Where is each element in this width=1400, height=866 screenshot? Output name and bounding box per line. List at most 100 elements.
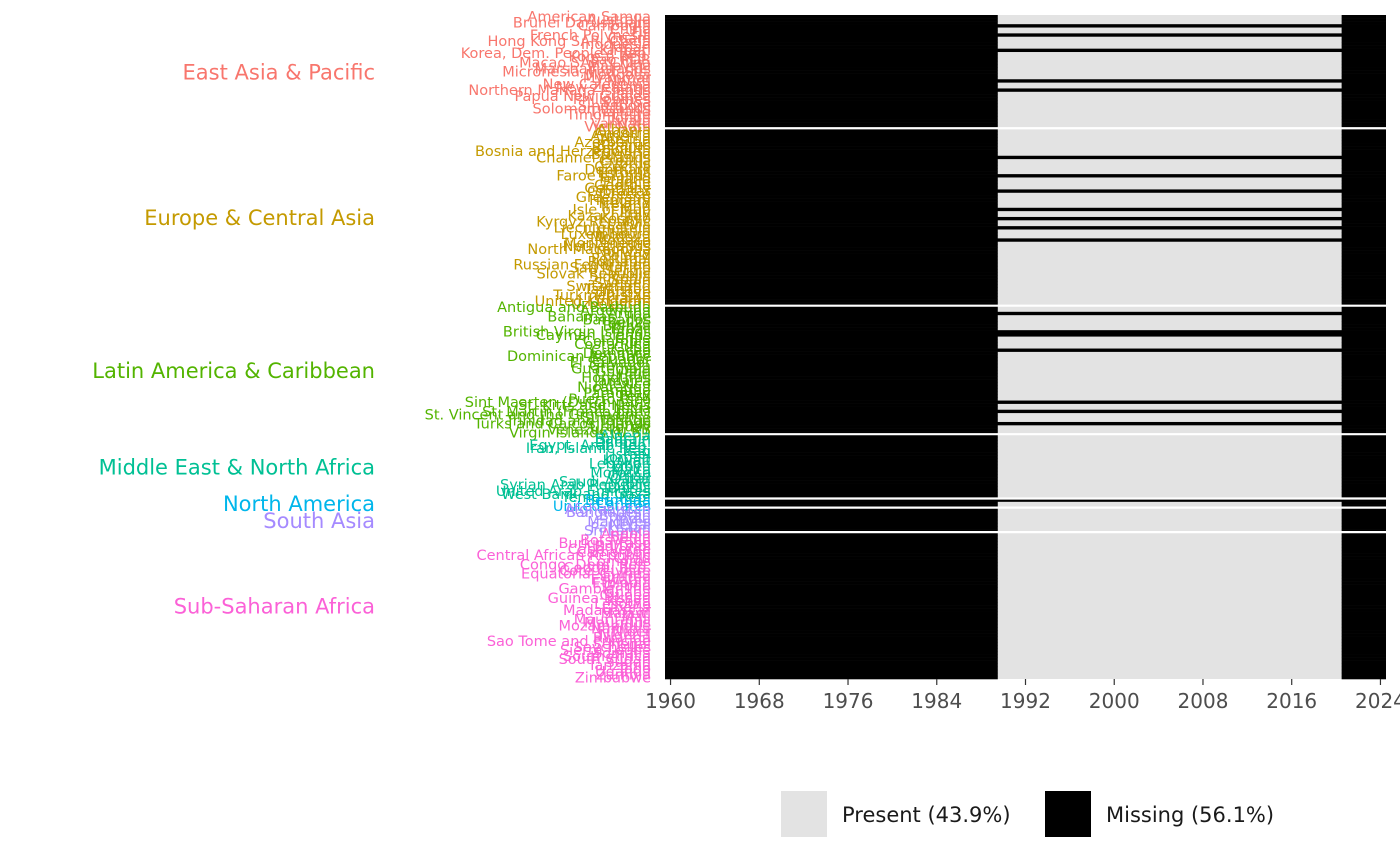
country-label-west-bank-and-gaza: West Bank and Gaza bbox=[501, 487, 651, 503]
missing-cell-georgia bbox=[665, 183, 998, 187]
country-label-zimbabwe: Zimbabwe bbox=[575, 670, 651, 686]
missing-cell-north-macedonia bbox=[1341, 247, 1386, 251]
missing-cell-sint-maarten-dutch-part bbox=[665, 400, 1386, 404]
missing-cell-romania bbox=[665, 259, 998, 264]
missing-cell-el-salvador bbox=[665, 360, 998, 365]
missing-cell-indonesia bbox=[665, 42, 998, 46]
missing-cell-argentina bbox=[665, 308, 998, 313]
country-label-gibraltar: Gibraltar bbox=[587, 184, 651, 200]
country-label-oman: Oman bbox=[607, 469, 651, 485]
missing-cell-belgium bbox=[1341, 146, 1386, 150]
missing-cell-kiribati bbox=[665, 48, 1386, 53]
country-label-croatia: Croatia bbox=[599, 153, 651, 169]
missing-cell-comoros bbox=[1341, 559, 1386, 564]
missing-cell-angola bbox=[1341, 532, 1386, 536]
country-label-benin: Benin bbox=[610, 530, 651, 546]
missing-cell-gibraltar bbox=[665, 189, 1386, 193]
missing-cell-colombia bbox=[665, 339, 998, 343]
country-label-japan: Japan bbox=[610, 40, 651, 56]
country-label-mongolia: Mongolia bbox=[585, 68, 651, 84]
missing-cell-serbia bbox=[1341, 268, 1386, 273]
missing-cell-lesotho bbox=[1341, 602, 1386, 606]
missing-cell-tonga bbox=[665, 115, 998, 120]
missing-cell-singapore bbox=[665, 103, 998, 108]
missing-cell-finland bbox=[1341, 177, 1386, 181]
missing-cell-united-arab-emirates bbox=[1341, 489, 1386, 493]
country-label-french-polynesia: French Polynesia bbox=[530, 28, 651, 44]
country-label-haiti: Haiti bbox=[617, 368, 651, 384]
country-label-myanmar: Myanmar bbox=[583, 71, 651, 87]
missing-cell-grenada bbox=[665, 363, 998, 368]
missing-cell-timor-leste bbox=[665, 112, 998, 117]
country-label-slovak-republic: Slovak Republic bbox=[536, 267, 651, 283]
missing-cell-fiji bbox=[1341, 30, 1386, 34]
country-label-pakistan: Pakistan bbox=[590, 521, 651, 537]
missing-cell-spain bbox=[1341, 278, 1386, 282]
missing-cell-zambia bbox=[1341, 672, 1386, 677]
country-label-colombia: Colombia bbox=[583, 334, 651, 350]
missing-cell-seychelles bbox=[1341, 645, 1386, 649]
missing-cell-united-arab-emirates bbox=[665, 489, 998, 493]
missing-cell-south-sudan bbox=[1341, 657, 1386, 661]
country-label-djibouti: Djibouti bbox=[595, 435, 651, 451]
country-label-kyrgyz-republic: Kyrgyz Republic bbox=[536, 215, 651, 231]
missing-cell-madagascar bbox=[1341, 608, 1386, 612]
missing-cell-sao-tome-and-principe bbox=[665, 639, 998, 643]
missing-cell-georgia bbox=[1341, 183, 1386, 187]
missing-cell-ireland bbox=[1341, 204, 1386, 209]
country-label-mozambique: Mozambique bbox=[558, 618, 651, 634]
missing-cell-kyrgyz-republic bbox=[665, 220, 998, 224]
country-label-austria: Austria bbox=[600, 132, 651, 148]
missing-cell-greenland bbox=[1341, 195, 1386, 199]
missing-cell-haiti bbox=[1341, 373, 1386, 377]
country-label-puerto-rico: Puerto Rico bbox=[568, 392, 651, 408]
missing-cell-mexico bbox=[1341, 382, 1386, 386]
missing-cell-hong-kong-sar-china bbox=[665, 39, 998, 43]
x-tick-label-1984: 1984 bbox=[911, 689, 962, 713]
missing-cell-namibia bbox=[1341, 626, 1386, 631]
missing-cell-chad bbox=[1341, 556, 1386, 560]
region-label-north-america: North America bbox=[223, 492, 375, 516]
country-label-nicaragua: Nicaragua bbox=[577, 380, 651, 396]
missing-cell-costa-rica bbox=[1341, 342, 1386, 346]
missing-cell-myanmar bbox=[665, 76, 998, 80]
missing-cell-liechtenstein bbox=[665, 226, 1386, 230]
missing-cell-tajikistan bbox=[665, 287, 998, 291]
missing-cell-austria bbox=[665, 137, 998, 141]
missing-cell-albania bbox=[665, 128, 998, 132]
missing-cell-china bbox=[665, 27, 998, 31]
missing-cell-new-zealand bbox=[1341, 85, 1386, 89]
missing-cell-virgin-islands-u-s bbox=[665, 431, 998, 435]
missing-cell-oman bbox=[1341, 473, 1386, 478]
missing-cell-china bbox=[1341, 27, 1386, 31]
missing-cell-bangladesh bbox=[665, 510, 998, 515]
missing-cell-cote-d-ivoire bbox=[1341, 568, 1386, 573]
missing-cell-hungary bbox=[665, 198, 998, 202]
country-label-dominica: Dominica bbox=[583, 346, 651, 362]
country-label-northern-mariana-islands: Northern Mariana Islands bbox=[468, 83, 651, 99]
missing-cell-st-vincent-and-the-grenadines bbox=[665, 412, 998, 417]
country-label-micronesia-fed-sts: Micronesia, Fed. Sts. bbox=[502, 65, 651, 81]
country-label-united-arab-emirates: United Arab Emirates bbox=[496, 484, 651, 500]
missing-cell-american-samoa bbox=[1341, 15, 1386, 19]
country-label-ecuador: Ecuador bbox=[592, 352, 651, 368]
missing-cell-afghanistan bbox=[665, 507, 998, 512]
country-label-brunei-darussalam: Brunei Darussalam bbox=[513, 16, 651, 32]
missing-cell-cambodia bbox=[665, 24, 1386, 28]
country-label-mali: Mali bbox=[622, 609, 651, 625]
country-label-san-marino: San Marino bbox=[570, 260, 651, 276]
missing-cell-portugal bbox=[1341, 256, 1386, 261]
country-label-malaysia: Malaysia bbox=[588, 58, 651, 74]
country-label-estonia: Estonia bbox=[598, 166, 651, 182]
missing-cell-barbados bbox=[1341, 317, 1386, 322]
missing-cell-solomon-islands bbox=[1341, 106, 1386, 111]
missing-cell-zimbabwe bbox=[1341, 675, 1386, 680]
country-label-romania: Romania bbox=[588, 254, 651, 270]
missing-cell-switzerland bbox=[665, 284, 998, 288]
country-label-timor-leste: Timor-Leste bbox=[565, 107, 651, 123]
country-label-turkiye: Turkiye bbox=[598, 285, 651, 301]
missing-cell-morocco bbox=[1341, 470, 1386, 475]
missing-cell-korea-dem-people-s-rep bbox=[665, 51, 998, 56]
missing-cell-estonia bbox=[1341, 171, 1386, 175]
country-label-lebanon: Lebanon bbox=[589, 456, 651, 472]
